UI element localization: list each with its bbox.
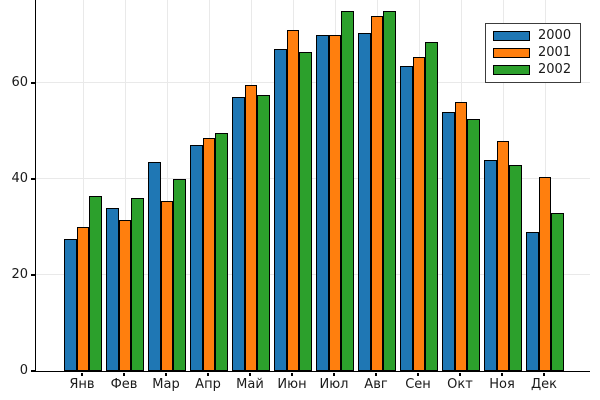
- bar-2001-Дек: [538, 176, 552, 371]
- bar-2000-Апр: [190, 145, 203, 371]
- h-gridline: [36, 274, 590, 276]
- bar-2002-Янв: [89, 195, 102, 371]
- legend-label-2000: 2000: [538, 28, 572, 43]
- bar-2000-Май: [232, 97, 245, 371]
- bar-2002-Мар: [173, 179, 186, 371]
- bar-2000-Ноя: [484, 159, 497, 371]
- y-tick-label: 20: [11, 267, 28, 282]
- x-tick-mark: [81, 372, 83, 376]
- bar-2001-Окт: [454, 102, 468, 371]
- x-tick-label-Фев: Фев: [110, 377, 138, 392]
- x-tick-mark: [417, 372, 419, 376]
- x-tick-label-Ноя: Ноя: [489, 377, 515, 392]
- v-gridline: [166, 0, 168, 371]
- bar-2002-Июн: [299, 51, 312, 371]
- x-tick-mark: [333, 372, 335, 376]
- x-tick-label-Май: Май: [236, 377, 264, 392]
- x-tick-mark: [459, 372, 461, 376]
- x-tick-mark: [123, 372, 125, 376]
- x-tick-label-Янв: Янв: [69, 377, 95, 392]
- bar-2002-Апр: [215, 133, 228, 371]
- bar-2001-Сен: [412, 56, 426, 371]
- bar-2000-Фев: [106, 207, 119, 371]
- bar-2000-Янв: [64, 239, 77, 371]
- plot-area: [35, 0, 590, 372]
- y-tick-mark: [31, 370, 35, 372]
- x-tick-label-Дек: Дек: [530, 377, 557, 392]
- bar-2001-Авг: [370, 15, 384, 371]
- bar-2000-Окт: [442, 111, 455, 371]
- y-tick-mark: [31, 274, 35, 276]
- bar-2002-Сен: [425, 42, 438, 371]
- x-tick-label-Сен: Сен: [405, 377, 431, 392]
- v-gridline: [124, 0, 126, 371]
- x-tick-mark: [543, 372, 545, 376]
- bar-2000-Авг: [358, 32, 371, 371]
- y-tick-mark: [31, 82, 35, 84]
- bar-2002-Дек: [551, 212, 564, 371]
- x-tick-mark: [375, 372, 377, 376]
- x-tick-mark: [207, 372, 209, 376]
- bar-2000-Июн: [274, 49, 287, 371]
- x-tick-label-Июл: Июл: [319, 377, 349, 392]
- x-tick-label-Авг: Авг: [364, 377, 388, 392]
- bar-2001-Апр: [202, 138, 216, 371]
- bar-2001-Ноя: [496, 140, 510, 371]
- legend-item-2000: 2000: [493, 29, 571, 43]
- legend-swatch-2001: [493, 48, 530, 58]
- legend: 2000 2001 2002: [485, 23, 582, 83]
- y-tick-label: 40: [11, 171, 28, 187]
- y-tick-label: 60: [11, 75, 28, 91]
- bar-2001-Май: [244, 85, 258, 371]
- y-tick-label: 0: [19, 363, 28, 378]
- bar-2002-Май: [257, 95, 270, 371]
- x-tick-mark: [165, 372, 167, 376]
- x-tick-label-Июн: Июн: [277, 377, 307, 392]
- y-tick-mark: [31, 178, 35, 180]
- x-tick-mark: [249, 372, 251, 376]
- bar-2000-Дек: [526, 231, 539, 371]
- h-gridline: [36, 178, 590, 180]
- bar-2000-Сен: [400, 66, 413, 371]
- legend-label-2002: 2002: [538, 62, 572, 77]
- v-gridline: [82, 0, 84, 371]
- bar-2000-Июл: [316, 35, 329, 371]
- legend-label-2001: 2001: [538, 45, 572, 60]
- bar-2002-Окт: [467, 119, 480, 371]
- h-gridline: [36, 82, 590, 84]
- x-tick-mark: [291, 372, 293, 376]
- bar-2002-Июл: [341, 11, 354, 371]
- bar-2001-Фев: [118, 219, 132, 371]
- legend-item-2001: 2001: [493, 46, 571, 60]
- bar-2001-Мар: [160, 200, 174, 371]
- bar-2000-Мар: [148, 162, 161, 371]
- x-tick-label-Мар: Мар: [152, 377, 180, 392]
- bar-2001-Июл: [328, 35, 342, 371]
- bar-2001-Янв: [76, 227, 90, 371]
- x-tick-label-Окт: Окт: [447, 377, 473, 392]
- legend-item-2002: 2002: [493, 63, 571, 77]
- legend-swatch-2002: [493, 65, 530, 75]
- bar-2002-Ноя: [509, 164, 522, 371]
- x-tick-label-Апр: Апр: [195, 377, 221, 392]
- bar-2001-Июн: [286, 30, 300, 371]
- bar-2002-Авг: [383, 11, 396, 371]
- bar-2002-Фев: [131, 198, 144, 371]
- legend-swatch-2000: [493, 31, 530, 41]
- x-tick-mark: [501, 372, 503, 376]
